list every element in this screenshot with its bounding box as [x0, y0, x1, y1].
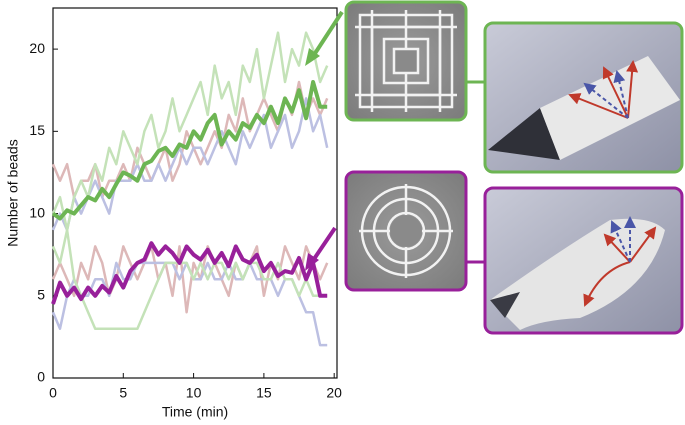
- flat-sheet-render: [483, 21, 684, 174]
- x-axis-label: Time (min): [162, 404, 228, 420]
- y-tick-label: 20: [29, 40, 45, 56]
- series-line: [51, 97, 329, 232]
- series-line: [51, 261, 328, 347]
- y-tick-label: 15: [29, 122, 45, 138]
- curved-sheet-render: [483, 186, 684, 335]
- x-tick-label: 10: [186, 385, 202, 401]
- x-tick-label: 0: [49, 385, 57, 401]
- series-line: [51, 245, 329, 314]
- plot: 0 5 10 15 20 0 5 10 15 20: [29, 7, 342, 401]
- series-line: [51, 31, 329, 232]
- square-pattern-image: [344, 0, 468, 122]
- y-tick-label: 0: [37, 369, 45, 385]
- pointer-arrows: [305, 10, 485, 271]
- x-tick-label: 5: [119, 385, 127, 401]
- series-line: [51, 80, 328, 221]
- plot-frame: [52, 7, 338, 379]
- y-axis-label: Number of beads: [5, 139, 21, 246]
- series-line: [51, 228, 328, 330]
- x-tick-label: 20: [326, 385, 342, 401]
- x-tick-label: 15: [256, 385, 272, 401]
- y-tick-label: 10: [29, 204, 45, 220]
- series-line: [51, 241, 328, 305]
- y-tick-label: 5: [37, 286, 45, 302]
- circle-pattern-image: [344, 170, 468, 292]
